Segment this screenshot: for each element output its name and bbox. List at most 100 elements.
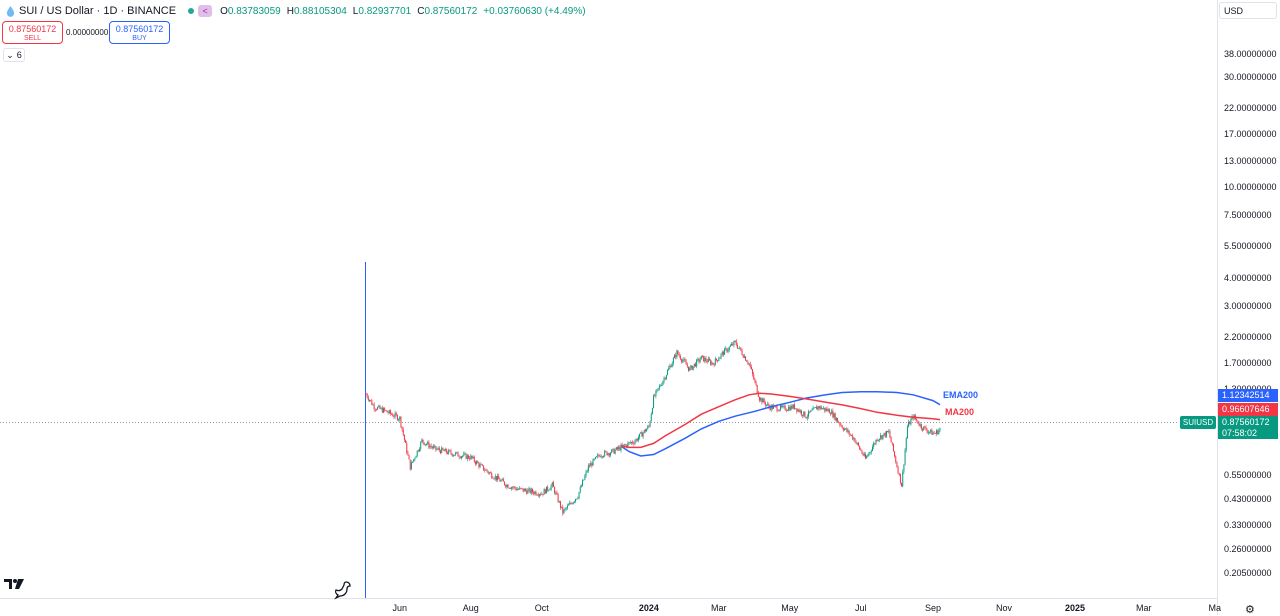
candle-body [642, 432, 644, 437]
candle-body [677, 350, 679, 355]
candle-body [407, 452, 409, 456]
symbol-title[interactable]: SUI / US Dollar · 1D · BINANCE [19, 5, 177, 17]
candle-body [831, 410, 833, 415]
candle-body [406, 442, 408, 453]
candle-body [704, 357, 706, 362]
candle-body [846, 428, 848, 432]
candle-body [741, 350, 743, 355]
candle-body [841, 425, 843, 429]
candle-body [375, 409, 377, 411]
candle-body [856, 442, 858, 444]
candle-body [534, 491, 536, 494]
share-icon[interactable]: < [198, 5, 213, 17]
candle-body [759, 396, 761, 401]
candle-body [554, 487, 556, 494]
candle-body [812, 407, 814, 410]
price-tick-label: 10.00000000 [1224, 181, 1277, 192]
candle-body [572, 502, 574, 505]
candle-body [379, 405, 381, 409]
candle-body [919, 424, 921, 426]
candle-body [916, 418, 918, 421]
candle-body [727, 349, 729, 352]
candle-body [892, 443, 894, 452]
candle-body [426, 444, 428, 445]
candle-body [613, 448, 615, 454]
candle-body [483, 465, 485, 471]
candle-body [770, 405, 772, 410]
candle-body [655, 390, 657, 397]
candle-body [610, 452, 612, 456]
candle-body [493, 478, 495, 480]
candle-body [385, 410, 387, 412]
candle-body [529, 488, 531, 493]
time-tick-label: Mar [711, 603, 727, 613]
candle-body [842, 428, 844, 431]
indicators-toggle[interactable]: ⌄ 6 [3, 48, 25, 62]
candle-body [561, 506, 563, 508]
candle-body [485, 469, 487, 471]
last-price-tag: 0.87560172 07:58:02 [1218, 416, 1278, 439]
candle-body [669, 365, 671, 369]
ohlc-close: C0.87560172 [417, 5, 478, 17]
candle-body [586, 470, 588, 472]
spread-value: 0.00000000 [66, 28, 109, 37]
candle-body [399, 416, 401, 420]
sell-button[interactable]: 0.87560172 SELL [2, 21, 63, 44]
candle-body [507, 484, 509, 488]
candle-body [509, 488, 511, 489]
candle-body [555, 492, 557, 494]
time-tick-label: Nov [996, 603, 1013, 613]
candle-body [587, 465, 589, 471]
candle-body [791, 405, 793, 409]
candle-body [601, 456, 603, 458]
bar-countdown: 07:58:02 [1222, 428, 1258, 438]
candle-body [636, 438, 638, 441]
candle-body [549, 489, 551, 491]
candle-body [854, 438, 856, 443]
candle-body [466, 455, 468, 459]
candle-body [402, 429, 404, 435]
candle-body [395, 413, 397, 416]
candle-body [558, 501, 560, 503]
candle-body [563, 509, 565, 514]
candle-body [641, 432, 643, 437]
price-change: +0.03760630 (+4.49%) [483, 5, 586, 17]
candle-body [504, 481, 506, 485]
candle-body [380, 407, 382, 409]
candle-body [535, 491, 537, 495]
candle-body [623, 444, 625, 446]
candle-body [788, 406, 790, 411]
candle-body [740, 347, 742, 351]
candle-body [508, 487, 510, 489]
candle-body [460, 456, 462, 459]
candle-body [734, 340, 736, 342]
candle-body [518, 489, 520, 491]
candle-body [478, 463, 480, 467]
candle-body [777, 410, 779, 412]
price-tick-label: 30.00000000 [1224, 72, 1277, 83]
candle-body [422, 439, 424, 443]
candle-body [756, 384, 758, 393]
candle-body [761, 398, 763, 403]
candle-body [528, 488, 530, 490]
dinosaur-icon[interactable] [333, 580, 353, 600]
buy-button[interactable]: 0.87560172 BUY [109, 21, 170, 44]
candle-body [769, 406, 771, 410]
candle-body [796, 408, 798, 412]
candle-body [487, 471, 489, 474]
tradingview-logo-icon[interactable] [4, 577, 26, 591]
candle-body [821, 408, 823, 410]
candle-body [898, 473, 900, 475]
candle-body [663, 378, 665, 382]
currency-selector[interactable]: USD [1219, 2, 1277, 19]
candle-body [894, 451, 896, 457]
candle-body [926, 430, 928, 433]
candle-body [410, 462, 412, 470]
gear-icon[interactable]: ⚙ [1245, 604, 1255, 616]
candle-body [920, 424, 922, 429]
candle-body [817, 406, 819, 410]
candle-body [472, 456, 474, 458]
candle-body [438, 448, 440, 451]
candle-body [614, 449, 616, 454]
